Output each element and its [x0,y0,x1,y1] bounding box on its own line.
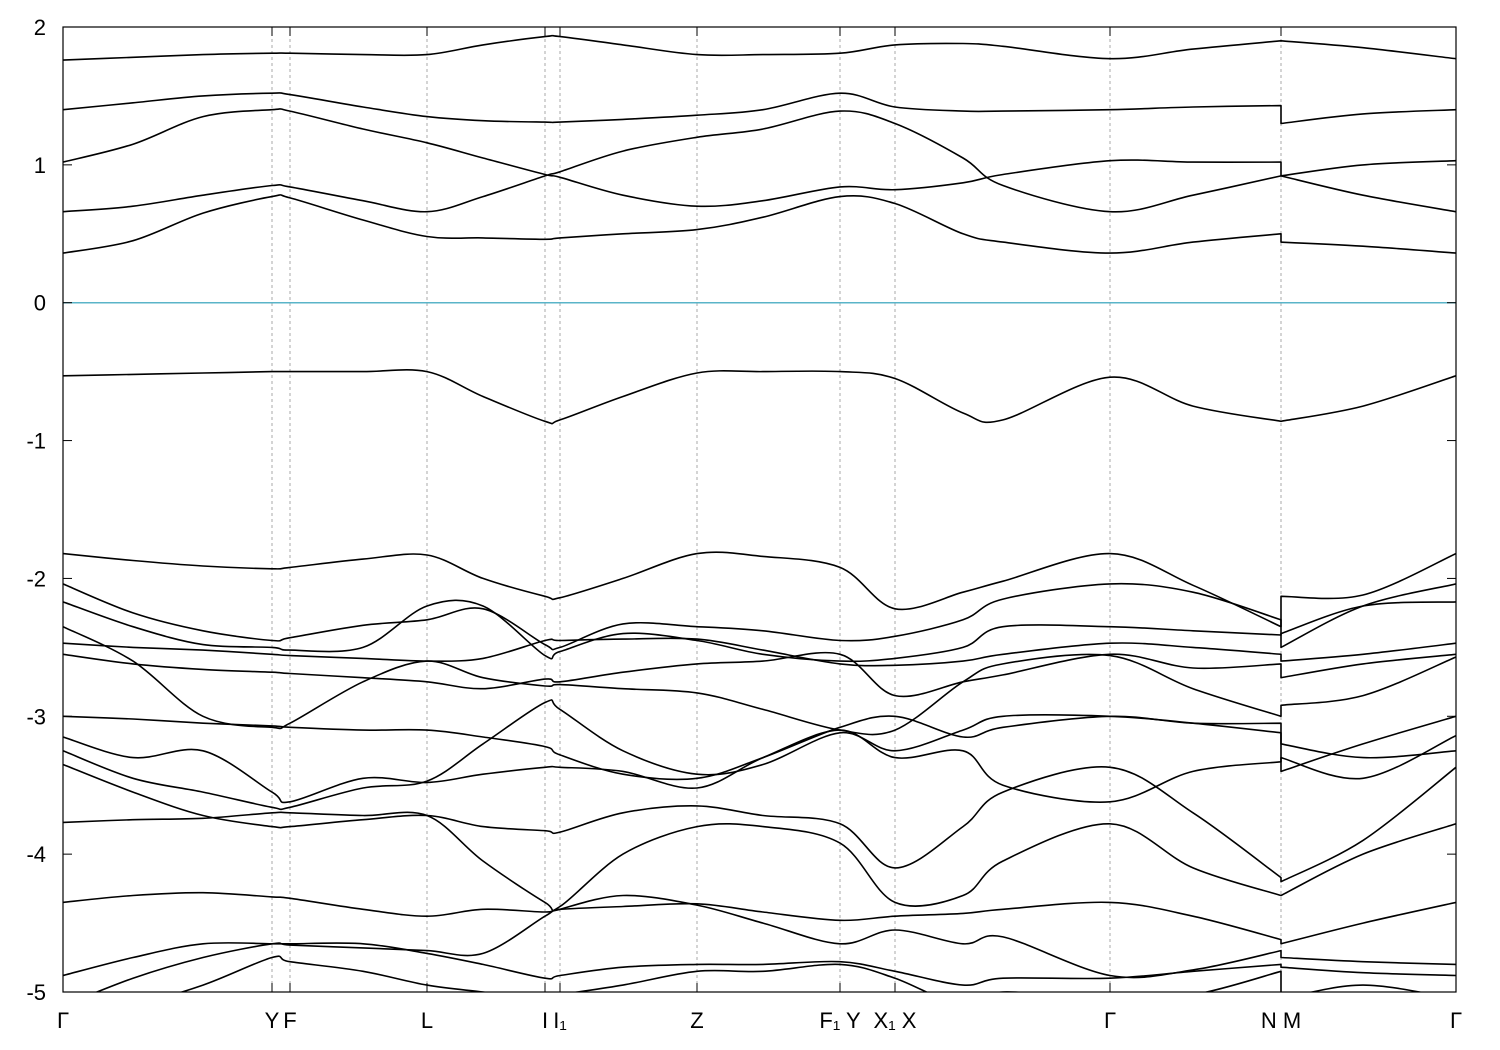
band-line [63,891,1456,945]
x-tick-label: Y [265,1008,280,1033]
axes-layer: Γ Y F L I I₁ Z F₁ Y X₁ X Γ N M Γ -5 -4 -3 -2 -1 0 1 2 [26,15,1462,1033]
x-tick-label: Γ [57,1008,69,1033]
y-tick-label: -3 [26,704,46,729]
band-line [63,92,1456,125]
x-tick-label: I [542,1008,548,1033]
bands-layer [63,34,1456,992]
y-tick-label: 0 [34,291,46,316]
band-line [94,894,1456,992]
y-tick-label: 2 [34,15,46,40]
band-line [63,368,1456,425]
x-tick-label: I₁ [553,1008,567,1033]
band-line [63,582,1456,651]
band-line [63,651,1456,698]
y-tick-label: -1 [26,429,46,454]
x-tick-label: X₁ X [874,1008,917,1033]
y-tick-label: 1 [34,153,46,178]
band-line [63,108,1456,208]
x-tick-label: F [283,1008,296,1033]
x-tick-label: L [421,1008,433,1033]
band-line [63,699,1456,811]
grid-layer [62,27,1457,992]
band-line [63,729,1456,804]
x-tick-label: N M [1261,1008,1301,1033]
y-tick-label: -5 [26,980,46,1005]
band-line [63,551,1456,628]
plot-frame [62,26,1457,993]
band-line [63,625,1456,736]
band-line [63,34,1456,61]
band-line [63,811,1456,912]
band-line [179,955,1424,992]
y-tick-label: -4 [26,842,46,867]
y-tick-label: -2 [26,566,46,591]
band-line [63,110,1456,213]
band-line [63,637,1456,667]
x-tick-label: F₁ Y [819,1008,861,1033]
band-line [63,194,1456,254]
x-tick-label: Γ [1450,1008,1462,1033]
band-line [63,763,1456,883]
x-tick-label: Z [690,1008,703,1033]
x-tick-label: Γ [1104,1008,1116,1033]
